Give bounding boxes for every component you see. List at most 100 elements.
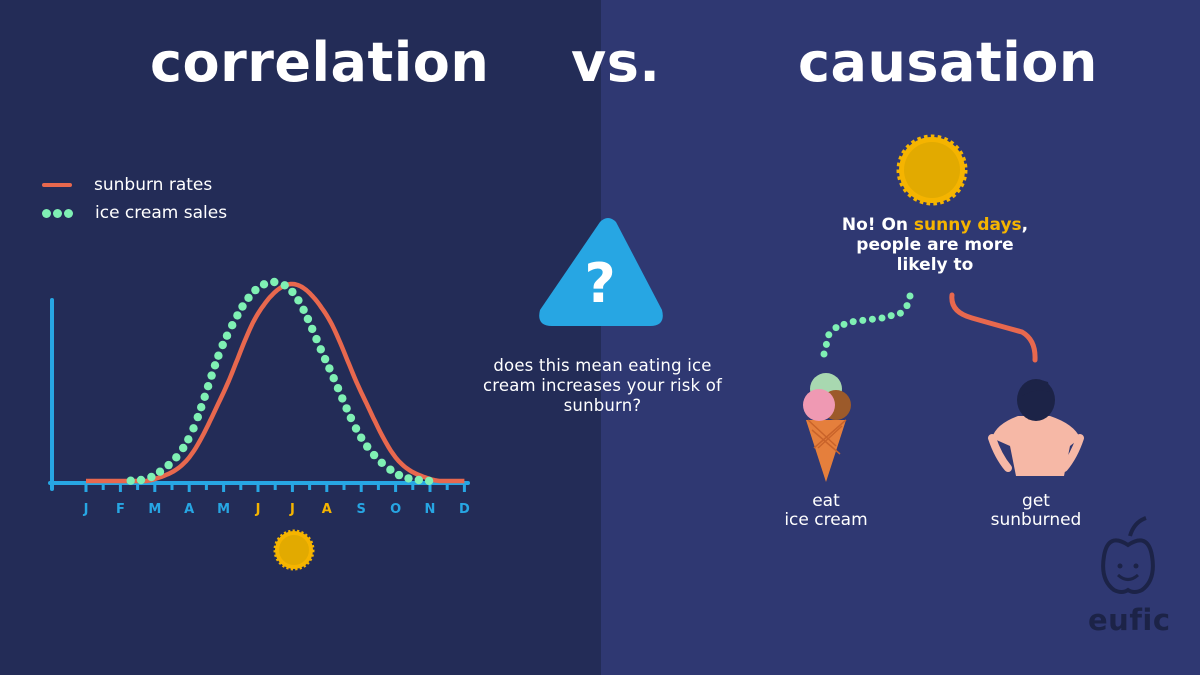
series-dot-icecream [280, 281, 289, 290]
series-dot-icecream [228, 321, 237, 330]
causal-dot [822, 340, 830, 348]
series-dot-icecream [288, 287, 297, 297]
causal-dot [878, 314, 886, 322]
series-dot-icecream [351, 424, 361, 433]
series-dot-icecream [316, 345, 325, 354]
causal-dot [820, 350, 828, 358]
causal-dot [825, 331, 833, 339]
series-dot-icecream [184, 435, 193, 444]
sun-icon [896, 134, 968, 206]
x-tick-label: M [148, 502, 161, 517]
series-dot-icecream [233, 311, 242, 320]
legend-label-icecream: ice cream sales [95, 203, 228, 223]
series-dot-icecream [172, 453, 181, 462]
answer-highlight: sunny days [913, 215, 1022, 235]
x-tick-label: S [357, 502, 366, 517]
series-dot-icecream [251, 285, 260, 295]
answer-text: No! On sunny days, people are more likel… [815, 215, 1055, 275]
vs-heading: vs. [571, 31, 661, 94]
series-dot-icecream [346, 413, 356, 423]
causal-dot [903, 302, 911, 310]
series-dot-icecream [386, 465, 395, 474]
series-dot-icecream [333, 384, 343, 393]
causal-dot [868, 315, 876, 323]
correlation-heading: correlation [150, 31, 490, 94]
causal-dot [906, 292, 914, 300]
series-dot-icecream [303, 314, 313, 324]
question-triangle-icon: ? [539, 218, 663, 326]
answer-suffix: , [1021, 215, 1029, 235]
series-dot-icecream [164, 460, 173, 470]
series-dot-icecream [155, 467, 165, 476]
legend-item-sunburn: sunburn rates [42, 175, 212, 195]
series-dot-icecream [394, 470, 404, 480]
series-dot-icecream [338, 394, 347, 403]
person-icon [988, 379, 1084, 476]
series-line-sunburn [84, 281, 466, 484]
series-dot-icecream [259, 280, 269, 289]
series-dot-icecream [329, 374, 338, 383]
series-dot-icecream [325, 364, 334, 373]
series-dot-icecream [320, 354, 330, 364]
caption-get-sunburned: get sunburned [990, 491, 1082, 530]
series-dot-icecream [270, 277, 279, 287]
x-tick-label: D [459, 502, 470, 517]
series-dot-icecream [424, 476, 434, 486]
x-tick-label: N [425, 502, 436, 517]
answer-prefix: No! On [841, 215, 914, 235]
series-dot-icecream [308, 324, 317, 334]
series-dot-icecream [200, 392, 209, 401]
series-dot-icecream [244, 293, 253, 302]
svg-text:?: ? [584, 252, 615, 315]
causal-dot [859, 316, 867, 324]
series-dot-icecream [179, 443, 188, 453]
caption-eat-ice-cream: eat ice cream [784, 491, 868, 530]
causal-dot [849, 318, 857, 326]
series-dot-icecream [404, 474, 413, 483]
series-dot-icecream [126, 476, 135, 485]
series-dot-icecream [377, 458, 386, 467]
brand-logo-text: eufic [1088, 603, 1171, 637]
causal-dot [840, 320, 848, 328]
answer-line-3: likely to [896, 255, 974, 275]
causal-dot [887, 312, 895, 320]
icecream-dots-swatch [42, 208, 73, 218]
series-dot-icecream [197, 403, 206, 412]
series-dot-icecream [207, 371, 216, 380]
x-tick-label: F [116, 502, 125, 517]
legend-label-sunburn: sunburn rates [94, 175, 213, 195]
causal-dot [832, 324, 840, 332]
series-dot-icecream [312, 334, 321, 344]
ice-cream-cone-icon [803, 373, 851, 482]
x-tick-label: A [184, 502, 194, 517]
series-dot-icecream [218, 340, 227, 350]
x-tick-label: J [83, 502, 89, 517]
series-dot-icecream [203, 382, 213, 391]
series-dot-icecream [238, 302, 247, 311]
legend-item-icecream: ice cream sales [42, 203, 227, 223]
series-dot-icecream [214, 351, 223, 360]
series-dot-icecream [414, 475, 423, 485]
causal-dot [896, 309, 904, 317]
series-dot-icecream [147, 472, 156, 482]
eufic-apple-logo-icon [1101, 516, 1155, 594]
causation-heading: causation [798, 31, 1098, 94]
series-dot-icecream [222, 331, 232, 340]
series-dot-icecream [189, 424, 198, 433]
causal-arrow-icecream [820, 292, 914, 358]
series-dot-icecream [357, 433, 366, 442]
question-text: does this mean eating ice cream increase… [482, 356, 723, 415]
series-dot-icecream [210, 361, 220, 370]
causal-arrow-sunburn [949, 292, 1038, 363]
sun-icon [273, 529, 315, 571]
series-dot-icecream [294, 296, 303, 305]
series-dot-icecream [136, 475, 146, 485]
series-dot-icecream [299, 305, 308, 314]
series-dot-icecream [342, 404, 351, 413]
x-tick-label: J [255, 502, 261, 517]
x-tick-label: O [390, 502, 401, 517]
x-tick-label: M [217, 502, 230, 517]
causation-panel [601, 0, 1200, 675]
